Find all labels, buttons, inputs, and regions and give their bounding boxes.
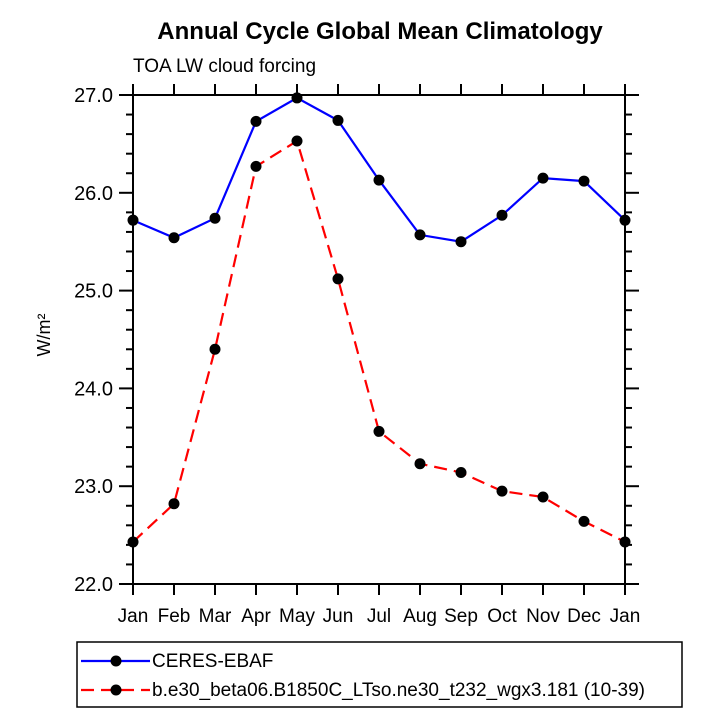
data-point-marker [209,212,221,224]
data-point-marker [250,160,262,172]
data-point-marker [209,343,221,355]
y-tick-label: 24.0 [74,378,113,400]
x-tick-label: Jun [323,606,354,627]
y-tick-label: 23.0 [74,476,113,498]
data-point-marker [496,209,508,221]
x-tick-label: Aug [403,606,437,627]
legend-label-ceres-ebaf: CERES-EBAF [152,651,273,672]
y-axis-label: W/m² [34,314,54,357]
x-tick-label: Nov [526,606,560,627]
data-point-marker [250,115,262,127]
chart-title: Annual Cycle Global Mean Climatology [157,18,603,45]
y-tick-label: 27.0 [74,85,113,107]
plot-frame [132,94,626,585]
data-point-marker [537,491,549,503]
x-tick-label: May [279,606,315,627]
x-tick-label: Jan [118,606,149,627]
x-tick-label: Sep [444,606,478,627]
legend-label-model-run: b.e30_beta06.B1850C_LTso.ne30_t232_wgx3.… [152,680,645,701]
series-group [127,92,631,548]
data-point-marker [578,515,590,527]
y-tick-label: 26.0 [74,183,113,205]
data-point-marker [414,458,426,470]
data-point-marker [168,232,180,244]
legend-item-ceres-ebaf: CERES-EBAF [81,651,273,672]
data-point-marker [291,92,303,104]
data-point-marker [168,498,180,510]
chart-subtitle: TOA LW cloud forcing [133,56,316,77]
data-point-marker [127,214,139,226]
data-point-marker [537,172,549,184]
data-point-marker [619,214,631,226]
y-tick-label: 25.0 [74,281,113,303]
x-tick-label: Oct [487,606,517,627]
data-point-marker [332,114,344,126]
legend-box [76,641,683,708]
data-point-marker [291,135,303,147]
legend-item-model-run: b.e30_beta06.B1850C_LTso.ne30_t232_wgx3.… [81,680,645,701]
data-point-marker [496,485,508,497]
x-tick-label: Mar [199,606,232,627]
data-point-marker [414,229,426,241]
axes: 22.0 23.0 24.0 25.0 26.0 27.0 Jan Feb Mar Apr May J… [74,84,640,627]
series-line-0 [132,96,626,243]
x-tick-label: Dec [567,606,601,627]
x-tick-label: Jul [367,606,391,627]
x-tick-label: Jan [610,606,641,627]
data-point-marker [578,175,590,187]
series-line-1 [132,139,626,543]
data-point-marker [332,273,344,285]
y-tick-label: 22.0 [74,574,113,596]
data-point-marker [373,425,385,437]
legend: CERES-EBAF b.e30_beta06.B1850C_LTso.ne30… [76,641,683,708]
legend-marker-circle-icon [110,655,122,667]
data-point-marker [373,174,385,186]
data-point-marker [619,536,631,548]
data-point-marker [455,467,467,479]
legend-marker-circle-icon [110,684,122,696]
data-point-marker [455,236,467,248]
data-point-marker [127,536,139,548]
x-tick-label: Feb [158,606,191,627]
x-tick-label: Apr [241,606,271,627]
